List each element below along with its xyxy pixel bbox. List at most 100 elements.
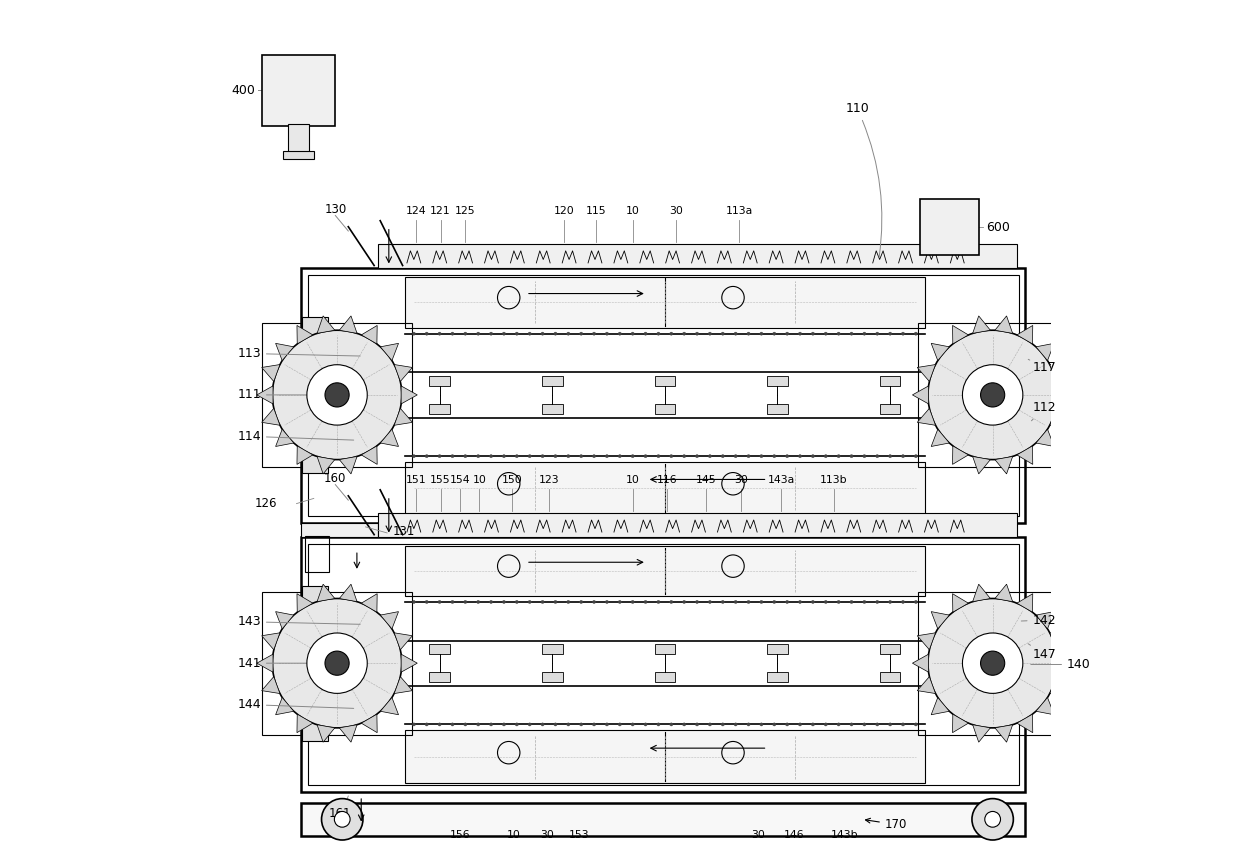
- Circle shape: [657, 723, 660, 726]
- Circle shape: [734, 600, 738, 603]
- Circle shape: [773, 454, 776, 458]
- Circle shape: [528, 332, 531, 335]
- Circle shape: [837, 454, 841, 458]
- Bar: [429, 644, 450, 654]
- Circle shape: [425, 332, 428, 335]
- Circle shape: [579, 454, 583, 458]
- Circle shape: [644, 600, 647, 603]
- Polygon shape: [1017, 326, 1033, 344]
- Polygon shape: [361, 594, 377, 613]
- Bar: [768, 644, 787, 654]
- Circle shape: [593, 332, 595, 335]
- Polygon shape: [1050, 365, 1068, 382]
- Circle shape: [412, 723, 415, 726]
- Circle shape: [502, 600, 506, 603]
- Polygon shape: [931, 429, 950, 447]
- Text: 130: 130: [324, 203, 346, 216]
- Circle shape: [696, 723, 698, 726]
- Bar: [918, 323, 1068, 467]
- Polygon shape: [994, 725, 1013, 742]
- Circle shape: [746, 454, 750, 458]
- Polygon shape: [296, 715, 312, 733]
- Circle shape: [490, 723, 492, 726]
- Circle shape: [760, 332, 763, 335]
- Bar: [768, 672, 787, 683]
- Bar: [301, 523, 378, 537]
- Text: 170: 170: [866, 818, 908, 831]
- Polygon shape: [340, 725, 357, 742]
- Text: 146: 146: [784, 829, 805, 840]
- Polygon shape: [913, 386, 929, 403]
- Circle shape: [425, 600, 428, 603]
- Polygon shape: [972, 316, 991, 334]
- Bar: [378, 244, 1017, 268]
- Text: 113a: 113a: [725, 206, 753, 216]
- Circle shape: [825, 600, 827, 603]
- Circle shape: [760, 600, 763, 603]
- Bar: [542, 376, 563, 386]
- Circle shape: [579, 600, 583, 603]
- Polygon shape: [918, 632, 935, 650]
- Text: 114: 114: [237, 429, 353, 443]
- Polygon shape: [1050, 677, 1068, 694]
- Bar: [429, 376, 450, 386]
- Circle shape: [273, 599, 402, 727]
- Circle shape: [438, 454, 441, 458]
- Polygon shape: [262, 365, 280, 382]
- Circle shape: [425, 454, 428, 458]
- Circle shape: [528, 723, 531, 726]
- Circle shape: [554, 454, 557, 458]
- Polygon shape: [262, 677, 280, 694]
- Text: 30: 30: [539, 829, 553, 840]
- Polygon shape: [394, 365, 413, 382]
- Polygon shape: [361, 715, 377, 733]
- Text: 400: 400: [231, 84, 255, 97]
- Circle shape: [605, 723, 609, 726]
- Circle shape: [708, 454, 712, 458]
- Bar: [918, 592, 1068, 734]
- Text: 154: 154: [450, 475, 471, 486]
- Circle shape: [928, 599, 1058, 727]
- Circle shape: [811, 454, 815, 458]
- Polygon shape: [931, 612, 950, 629]
- Polygon shape: [972, 725, 991, 742]
- Circle shape: [554, 600, 557, 603]
- Text: 143a: 143a: [768, 475, 795, 486]
- Polygon shape: [275, 697, 294, 715]
- Polygon shape: [918, 409, 935, 425]
- Circle shape: [682, 454, 686, 458]
- Circle shape: [528, 600, 531, 603]
- Circle shape: [593, 454, 595, 458]
- Circle shape: [451, 723, 454, 726]
- Polygon shape: [1050, 632, 1068, 650]
- Polygon shape: [913, 654, 929, 672]
- Circle shape: [567, 600, 570, 603]
- Polygon shape: [381, 343, 398, 360]
- Bar: [768, 376, 787, 386]
- Circle shape: [849, 723, 853, 726]
- Polygon shape: [1035, 697, 1054, 715]
- Circle shape: [837, 600, 841, 603]
- Circle shape: [837, 723, 841, 726]
- Circle shape: [464, 600, 467, 603]
- Circle shape: [682, 723, 686, 726]
- Circle shape: [476, 600, 480, 603]
- Circle shape: [619, 723, 621, 726]
- Circle shape: [516, 332, 518, 335]
- Circle shape: [696, 332, 698, 335]
- Text: 10: 10: [507, 829, 521, 840]
- Circle shape: [502, 723, 506, 726]
- Circle shape: [889, 454, 892, 458]
- Text: 113: 113: [237, 347, 360, 360]
- Circle shape: [746, 332, 750, 335]
- Circle shape: [682, 600, 686, 603]
- Circle shape: [875, 454, 879, 458]
- Polygon shape: [952, 326, 968, 344]
- Polygon shape: [931, 343, 950, 360]
- Circle shape: [502, 454, 506, 458]
- Circle shape: [837, 332, 841, 335]
- Polygon shape: [394, 677, 413, 694]
- Bar: [879, 403, 900, 414]
- Polygon shape: [317, 584, 335, 601]
- Bar: [305, 536, 330, 572]
